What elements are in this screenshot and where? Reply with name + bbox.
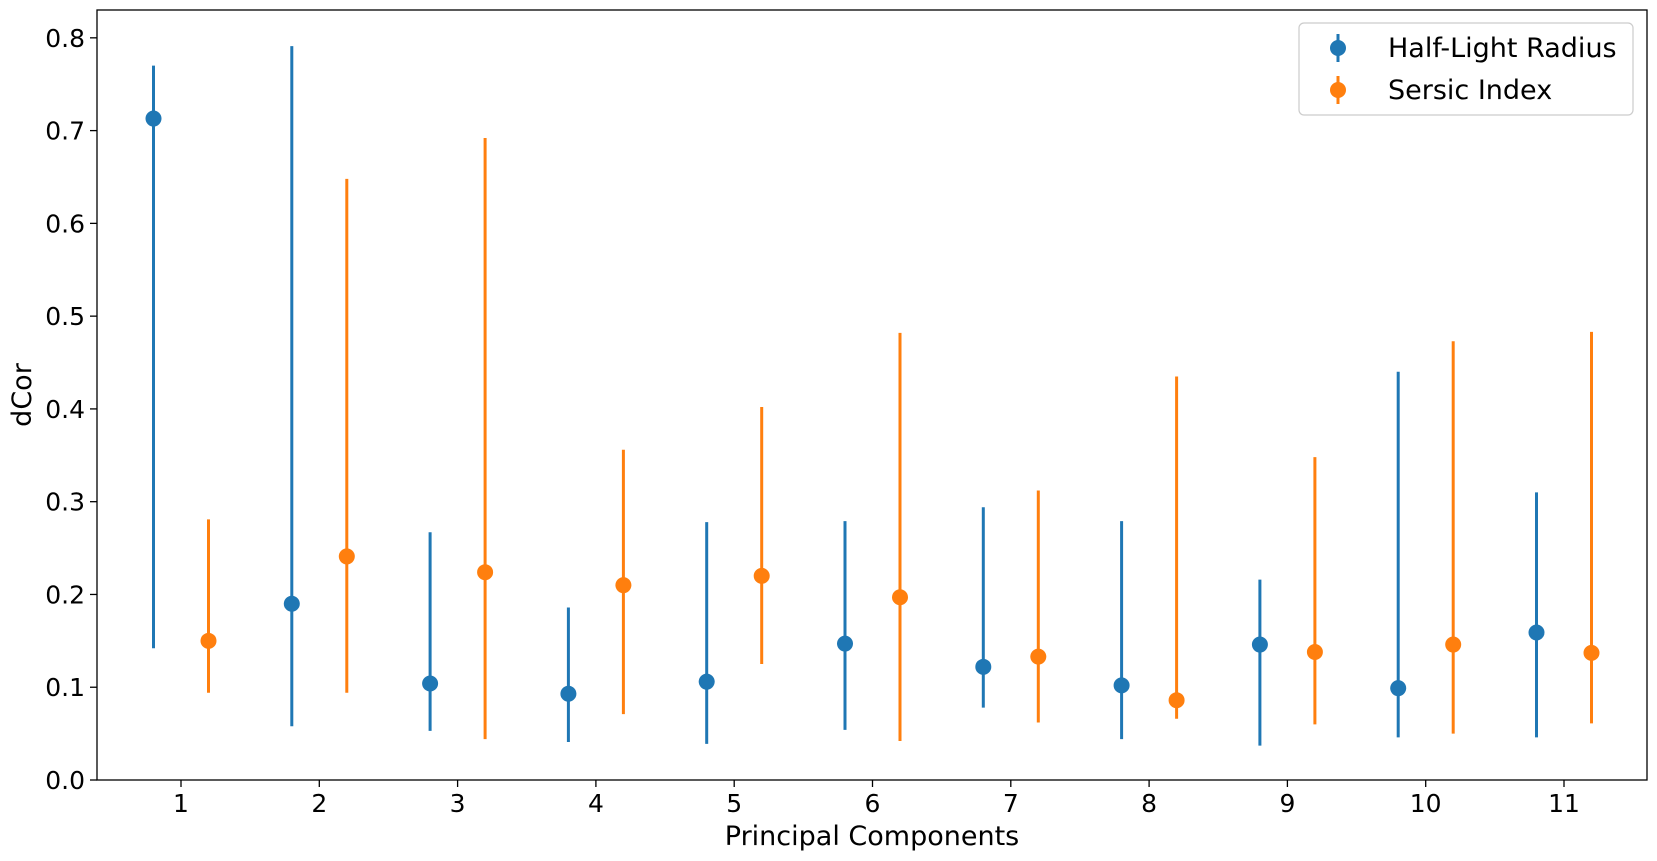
- x-tick-label: 9: [1279, 789, 1295, 818]
- x-tick-label: 7: [1003, 789, 1019, 818]
- x-axis: 1 2 3 4 5 6 7 8 9 10 11: [173, 780, 1580, 818]
- chart-marks: [145, 46, 1600, 746]
- y-axis: 0.0 0.1 0.2 0.3 0.4 0.5 0.6 0.7 0.8: [45, 24, 97, 795]
- data-point: [1390, 680, 1407, 697]
- data-point: [1306, 643, 1323, 660]
- data-point: [422, 675, 439, 692]
- x-tick-label: 6: [865, 789, 881, 818]
- y-tick-label: 0.1: [45, 673, 85, 702]
- data-point: [560, 685, 577, 702]
- data-point: [200, 632, 217, 649]
- data-point: [1528, 624, 1545, 641]
- data-point: [338, 548, 355, 565]
- legend-marker: [1330, 40, 1346, 56]
- data-point: [1251, 636, 1268, 653]
- y-tick-label: 0.6: [45, 209, 85, 238]
- data-point: [1445, 636, 1462, 653]
- data-point: [145, 110, 162, 127]
- x-tick-label: 10: [1410, 789, 1442, 818]
- y-tick-label: 0.8: [45, 24, 85, 53]
- data-point: [753, 567, 770, 584]
- legend-label: Half-Light Radius: [1388, 33, 1617, 64]
- x-tick-label: 11: [1548, 789, 1580, 818]
- data-point: [1583, 644, 1600, 661]
- x-tick-label: 1: [173, 789, 189, 818]
- y-tick-label: 0.5: [45, 302, 85, 331]
- data-point: [1030, 648, 1047, 665]
- x-tick-label: 3: [450, 789, 466, 818]
- y-tick-label: 0.0: [45, 766, 85, 795]
- data-point: [477, 564, 494, 581]
- legend-label: Sersic Index: [1388, 75, 1552, 106]
- legend-marker: [1330, 82, 1346, 98]
- data-point: [837, 635, 853, 652]
- data-point: [1113, 677, 1130, 694]
- legend: Half-Light Radius Sersic Index: [1298, 22, 1634, 116]
- data-point: [615, 577, 632, 594]
- x-tick-label: 5: [726, 789, 742, 818]
- y-tick-label: 0.4: [45, 395, 85, 424]
- x-tick-label: 8: [1141, 789, 1157, 818]
- x-tick-label: 2: [311, 789, 327, 818]
- data-point: [283, 595, 300, 612]
- x-tick-label: 4: [588, 789, 604, 818]
- x-axis-label: Principal Components: [725, 821, 1019, 852]
- legend-box: [1298, 22, 1634, 116]
- plot-frame: [96, 9, 1648, 781]
- data-point: [892, 589, 908, 606]
- data-point: [1168, 692, 1185, 709]
- data-point: [698, 673, 715, 690]
- y-tick-label: 0.7: [45, 117, 85, 146]
- y-tick-label: 0.2: [45, 580, 85, 609]
- y-axis-label: dCor: [7, 362, 38, 427]
- y-tick-label: 0.3: [45, 488, 85, 517]
- data-point: [975, 658, 992, 675]
